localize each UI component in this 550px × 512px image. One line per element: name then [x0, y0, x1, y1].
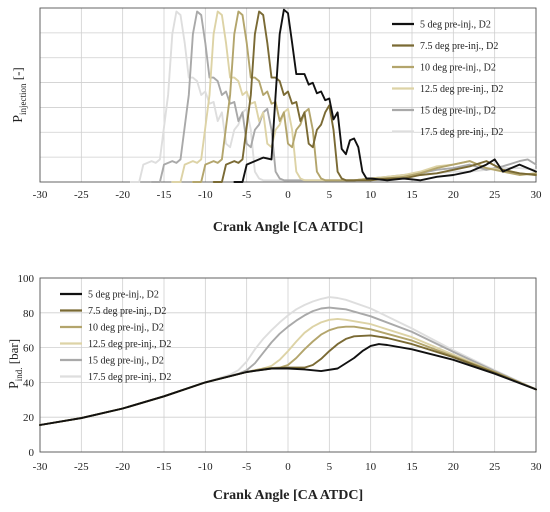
x-tick-label: 5: [327, 461, 333, 473]
x-tick-label: 15: [407, 189, 419, 201]
series-line: [129, 10, 537, 183]
y-axis-title: Pind. [bar]: [6, 339, 24, 389]
legend-label: 12.5 deg pre-inj., D2: [88, 339, 171, 350]
legend-label: 7.5 deg pre-inj., D2: [420, 41, 498, 52]
x-tick-label: 30: [531, 189, 543, 201]
chart-1: -30 -25 -20 -15 -10 -5 0 5 10 15 20 25 30 5 deg pre-i…: [10, 7, 543, 235]
x-axis-title: Crank Angle [CA ATDC]: [213, 220, 363, 235]
legend-label: 12.5 deg pre-inj., D2: [420, 84, 503, 95]
y-axis-title: Pinjection [-]: [10, 67, 28, 123]
x-tick-label: -5: [242, 461, 252, 473]
y-tick-label: 40: [23, 377, 35, 389]
series-line: [212, 10, 537, 183]
x-tick-label: -10: [198, 461, 213, 473]
x-tick-label: 10: [365, 189, 377, 201]
y-tick-label: 80: [23, 308, 35, 320]
legend-label: 15 deg pre-inj., D2: [420, 106, 496, 117]
x-tick-label: -5: [242, 189, 252, 201]
y-tick-label: 0: [29, 447, 35, 459]
y-tick-label: 100: [18, 273, 35, 285]
legend-label: 15 deg pre-inj., D2: [88, 356, 164, 367]
series-line: [233, 8, 537, 183]
x-tick-label: 5: [327, 189, 333, 201]
plot-frame: [39, 277, 537, 453]
x-tick-label: 25: [489, 461, 501, 473]
x-tick-label: 20: [448, 189, 460, 201]
x-tick-label: 10: [365, 461, 377, 473]
legend-label: 17.5 deg pre-inj., D2: [420, 127, 503, 138]
plot-frame: [39, 7, 537, 183]
series-line: [191, 10, 537, 183]
x-tick-label: -10: [198, 189, 213, 201]
x-tick-label: 30: [531, 461, 543, 473]
legend: 5 deg pre-inj., D2 7.5 deg pre-inj., D2 10…: [60, 290, 171, 383]
x-tick-label: -30: [33, 461, 48, 473]
chart-2: -30 -25 -20 -15 -10 -5 0 5 10 15 20 25 30 0 20 40 60 80 10…: [6, 273, 542, 503]
x-tick-label: 0: [285, 189, 291, 201]
legend-label: 17.5 deg pre-inj., D2: [88, 372, 171, 383]
legend: 5 deg pre-inj., D2 7.5 deg pre-inj., D2 10…: [392, 20, 503, 138]
x-tick-label: 0: [285, 461, 291, 473]
x-tick-label: -25: [74, 461, 89, 473]
x-axis-title: Crank Angle [CA ATDC]: [213, 488, 363, 503]
x-tick-label: 20: [448, 461, 460, 473]
x-tick-label: -15: [157, 189, 172, 201]
x-tick-label: -20: [115, 461, 130, 473]
series-line: [171, 10, 537, 183]
legend-label: 5 deg pre-inj., D2: [420, 20, 491, 31]
x-tick-label: -25: [74, 189, 89, 201]
y-tick-label: 20: [23, 412, 35, 424]
legend-label: 10 deg pre-inj., D2: [88, 323, 164, 334]
legend-label: 10 deg pre-inj., D2: [420, 63, 496, 74]
x-tick-label: -30: [33, 189, 48, 201]
x-tick-label: -20: [115, 189, 130, 201]
x-tick-label: 25: [489, 189, 501, 201]
series-line: [39, 343, 537, 426]
y-tick-label: 60: [23, 343, 35, 355]
x-tick-label: 15: [407, 461, 419, 473]
x-tick-label: -15: [157, 461, 172, 473]
legend-label: 5 deg pre-inj., D2: [88, 290, 159, 301]
legend-label: 7.5 deg pre-inj., D2: [88, 306, 166, 317]
